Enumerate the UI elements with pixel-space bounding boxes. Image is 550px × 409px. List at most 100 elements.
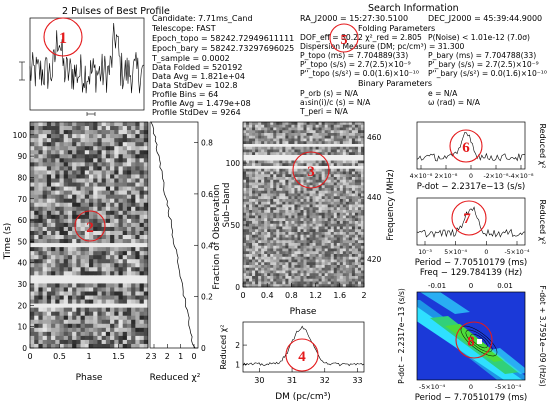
folding-params-title: Folding Parameters	[358, 24, 435, 33]
marker-1: 1	[43, 17, 83, 57]
dm-ytick: 1	[235, 360, 240, 369]
profile-avg-line: Profile Avg = 1.479e+08	[152, 99, 251, 108]
dm-trace	[242, 325, 365, 367]
dm-xtick: 30	[254, 376, 264, 385]
pdot-xtick: 0	[469, 173, 473, 180]
pulse-profile-title: 2 Pulses of Best Profile	[62, 6, 170, 17]
svg-text:5: 5	[341, 33, 348, 48]
subband-xtick: 1.6	[333, 291, 346, 300]
time-phase-xtick: 0	[27, 352, 32, 361]
frequency-tick: 460	[367, 133, 382, 142]
pdot-topo-line: P'_topo (s/s) = 2.7(2.5)×10⁻⁹	[300, 60, 411, 69]
subband-ytick: 50	[230, 221, 240, 230]
reduced-chi-xtick: 1	[178, 352, 183, 361]
period-panel: 10⁻³ 5×10⁻⁴ 0 -5×10⁻⁴ Period − 7.70510179 (…	[415, 197, 547, 268]
data-folded-line: Data Folded = 520192	[152, 63, 242, 72]
pdot-ylabel: Reduced χ²	[538, 123, 547, 168]
reduced-chi-time-frame	[149, 121, 199, 349]
fdot-axis-label: F-dot + 3.7591e−09 (Hz/s)	[538, 285, 547, 386]
period-tick-2: 0	[469, 383, 473, 391]
period-xtick: 10⁻³	[418, 249, 432, 256]
period-tick-3: -5×10⁻⁴	[495, 383, 522, 391]
pdot-panel: 4×10⁻⁸ 2×10⁻⁸ 0 -2×10⁻⁸ -4×10⁻⁸ P-dot − 2.23…	[410, 121, 547, 192]
dm-xticks: 30 31 32 33	[254, 368, 363, 385]
period-xticks: 10⁻³ 5×10⁻⁴ 0 -5×10⁻⁴	[418, 241, 530, 256]
a1sini-line: a₁sin(i)/c (s) = N/A	[300, 98, 371, 107]
time-phase-xlabel: Phase	[76, 373, 103, 383]
time-phase-yticks: 0 10 20 30 40 50 60 70 80 90 100	[13, 131, 34, 353]
period-xlabel: Period − 7.70510179 (ms)	[415, 258, 527, 268]
pdot-axis-label: P-dot − 2.2317e−13 (s/s)	[397, 288, 406, 384]
dm-xtick: 32	[320, 376, 330, 385]
time-ytick: 30	[17, 280, 27, 289]
dm-xlabel: DM (pc/cm³)	[275, 392, 331, 402]
candidate-info-block: Candidate: 7.71ms_Cand Telescope: FAST E…	[151, 14, 294, 117]
pulse-profile-trace	[29, 22, 145, 94]
frequency-tick: 440	[367, 193, 382, 202]
time-ytick: 20	[17, 301, 27, 310]
subband-image	[243, 122, 365, 288]
profile-bins-line: Profile Bins = 64	[152, 90, 218, 99]
period-axis-label: Period − 7.70510179 (ms)	[415, 393, 527, 403]
pdot-xtick: -4×10⁻⁸	[509, 173, 534, 180]
data-avg-line: Data Avg = 1.821e+04	[152, 72, 245, 81]
period-xtick: -5×10⁻⁴	[505, 249, 530, 256]
reduced-chi-time-xlabel: Reduced χ²	[150, 373, 201, 383]
svg-text:3: 3	[307, 164, 315, 180]
time-ytick: 80	[17, 173, 27, 182]
subband-xtick: 0.4	[261, 291, 274, 300]
subband-xtick: 1.2	[309, 291, 322, 300]
time-phase-xtick: 2	[145, 352, 150, 361]
marker-6: 6	[449, 129, 483, 163]
reduced-chi-time-trace	[150, 121, 196, 349]
frequency-ticks: 420 440 460	[360, 133, 382, 264]
svg-text:1: 1	[59, 30, 67, 47]
fraction-tick: 0.2	[201, 293, 213, 302]
porb-line: P_orb (s) = N/A	[300, 89, 359, 98]
svg-text:4: 4	[298, 349, 306, 365]
frequency-tick: 420	[367, 255, 382, 264]
freq-axis-label: Freq − 129.784139 (Hz)	[420, 268, 522, 278]
chi-contour	[470, 333, 488, 349]
reduced-chi-xtick: 3	[151, 352, 156, 361]
time-phase-panel: 0 0.5 1 1.5 2 0 10 20 30 40 50 60 70 80 90 100 Time (s…	[3, 121, 151, 383]
period-xtick: 0	[484, 249, 488, 256]
pdot-xticks: 4×10⁻⁸ 2×10⁻⁸ 0 -2×10⁻⁸ -4×10⁻⁸	[410, 165, 534, 180]
pdot-xtick: -2×10⁻⁸	[484, 173, 509, 180]
marker-7: 7	[451, 200, 487, 236]
fraction-tick: 0.8	[201, 139, 213, 148]
freq-tick-1: -0.01	[428, 282, 446, 290]
time-phase-xticks: 0 0.5 1 1.5 2	[27, 344, 151, 361]
pddot-topo-line: P''_topo (s/s²) = 0.0(1.6)×10⁻¹⁰	[300, 69, 419, 78]
p-bary-line: P_bary (ms) = 7.704788(33)	[428, 51, 536, 60]
time-axis-label: Time (s)	[3, 223, 13, 261]
search-info-title: Search Information	[368, 3, 459, 14]
period-trace	[416, 206, 526, 238]
subband-xticks: 0 0.4 0.8 1.2 1.6 2	[240, 283, 367, 300]
time-ytick: 60	[17, 216, 27, 225]
epoch-bary-line: Epoch_bary = 58242.73297696025	[152, 44, 294, 53]
dec-line: DEC_J2000 = 45:39:44.9000	[428, 14, 542, 23]
dm-ytick: 2	[235, 341, 240, 350]
subband-panel: 0 0.4 0.8 1.2 1.6 2 0 50 100 420 440 460 Sub−band…	[222, 121, 396, 317]
dm-panel: 30 31 32 33 12 Reduced χ² DM (pc/cm³)	[219, 321, 365, 402]
fraction-tick: 0	[201, 344, 206, 353]
p-topo-line: P_topo (ms) = 7.704889(33)	[300, 51, 408, 60]
time-phase-xtick: 1	[86, 352, 91, 361]
telescope-line: Telescope: FAST	[151, 24, 216, 33]
pdot-xtick: 4×10⁻⁸	[410, 173, 433, 180]
fraction-observation-ticks: 0 0.2 0.4 0.6 0.8	[194, 139, 213, 353]
svg-text:2: 2	[86, 220, 94, 236]
svg-text:6: 6	[462, 140, 470, 156]
ecc-line: e = N/A	[428, 89, 458, 98]
period-frame	[416, 197, 526, 246]
chi-contour	[465, 329, 493, 353]
marker-4: 4	[285, 338, 319, 372]
time-ytick: 40	[17, 259, 27, 268]
binary-params-title: Binary Parameters	[358, 79, 432, 88]
time-ytick: 70	[17, 195, 27, 204]
period-tick-1: -5×10⁻⁴	[419, 383, 446, 391]
